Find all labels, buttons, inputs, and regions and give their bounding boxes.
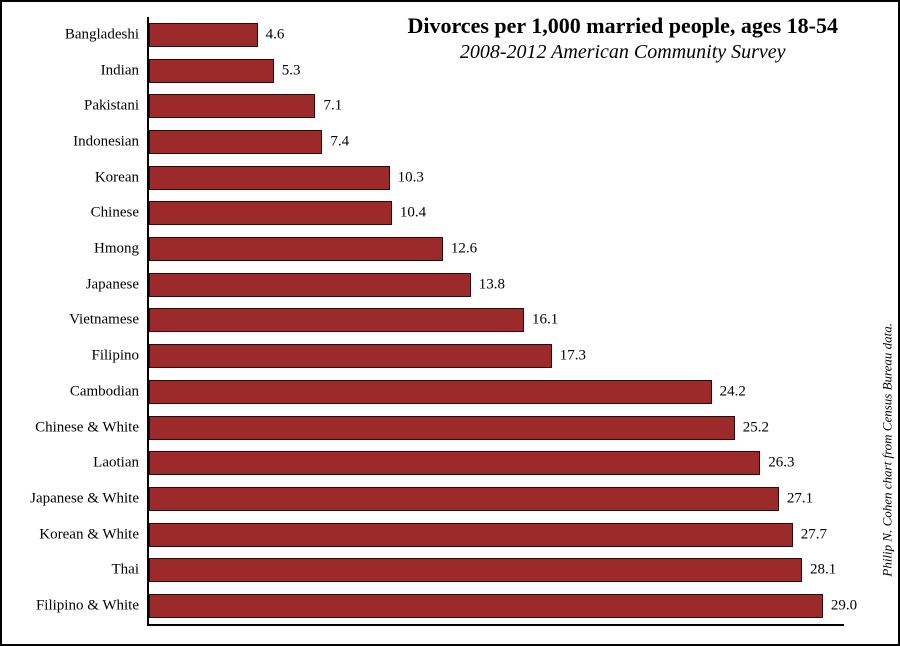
value-label: 27.7 [801, 526, 827, 543]
bar-row: Chinese & White25.2 [149, 414, 844, 442]
bar [149, 523, 793, 547]
value-label: 29.0 [831, 598, 857, 615]
bar [149, 594, 823, 618]
bar [149, 23, 258, 47]
value-label: 24.2 [720, 383, 746, 400]
chart-subtitle: 2008-2012 American Community Survey [407, 40, 838, 65]
bar [149, 558, 802, 582]
category-label: Chinese & White [35, 419, 139, 436]
value-label: 7.4 [330, 133, 349, 150]
bar-row: Indonesian7.4 [149, 128, 844, 156]
bar-row: Korean & White27.7 [149, 521, 844, 549]
bar [149, 344, 552, 368]
value-label: 10.4 [400, 205, 426, 222]
bar-row: Hmong12.6 [149, 235, 844, 263]
bar-row: Japanese & White27.1 [149, 485, 844, 513]
value-label: 12.6 [451, 241, 477, 258]
category-label: Vietnamese [69, 312, 139, 329]
bar-row: Vietnamese16.1 [149, 306, 844, 334]
bar [149, 380, 712, 404]
value-label: 5.3 [282, 62, 301, 79]
category-label: Korean [95, 169, 139, 186]
bar [149, 130, 322, 154]
category-label: Japanese & White [30, 490, 139, 507]
value-label: 10.3 [398, 169, 424, 186]
category-label: Filipino & White [36, 598, 139, 615]
category-label: Indonesian [73, 133, 139, 150]
category-label: Bangladeshi [65, 26, 139, 43]
value-label: 7.1 [323, 98, 342, 115]
value-label: 25.2 [743, 419, 769, 436]
chart-credit: Philip N. Cohen chart from Census Bureau… [880, 323, 896, 577]
bar-row: Laotian26.3 [149, 449, 844, 477]
category-label: Korean & White [39, 526, 139, 543]
value-label: 28.1 [810, 562, 836, 579]
bar-row: Korean10.3 [149, 164, 844, 192]
bar-row: Pakistani7.1 [149, 92, 844, 120]
category-label: Thai [112, 562, 140, 579]
category-label: Japanese [86, 276, 139, 293]
category-label: Chinese [91, 205, 139, 222]
bar-rows: Bangladeshi4.6Indian5.3Pakistani7.1Indon… [149, 17, 844, 624]
bar-row: Filipino17.3 [149, 342, 844, 370]
bar-row: Thai28.1 [149, 556, 844, 584]
value-label: 26.3 [768, 455, 794, 472]
bar [149, 166, 390, 190]
category-label: Hmong [94, 241, 139, 258]
value-label: 16.1 [532, 312, 558, 329]
chart-title: Divorces per 1,000 married people, ages … [407, 12, 838, 40]
bar [149, 487, 779, 511]
bar [149, 94, 315, 118]
bar [149, 59, 274, 83]
bar [149, 308, 524, 332]
value-label: 17.3 [560, 348, 586, 365]
category-label: Filipino [91, 348, 139, 365]
value-label: 4.6 [266, 26, 285, 43]
bar [149, 451, 760, 475]
category-label: Laotian [93, 455, 139, 472]
bar [149, 201, 392, 225]
value-label: 13.8 [479, 276, 505, 293]
category-label: Indian [101, 62, 139, 79]
bar [149, 416, 735, 440]
bar-row: Japanese13.8 [149, 271, 844, 299]
plot-area: Bangladeshi4.6Indian5.3Pakistani7.1Indon… [147, 17, 844, 626]
category-label: Pakistani [84, 98, 139, 115]
bar-row: Cambodian24.2 [149, 378, 844, 406]
chart-container: Bangladeshi4.6Indian5.3Pakistani7.1Indon… [0, 0, 900, 646]
value-label: 27.1 [787, 490, 813, 507]
bar [149, 273, 471, 297]
category-label: Cambodian [70, 383, 139, 400]
title-block: Divorces per 1,000 married people, ages … [407, 12, 838, 65]
bar [149, 237, 443, 261]
bar-row: Chinese10.4 [149, 199, 844, 227]
bar-row: Filipino & White29.0 [149, 592, 844, 620]
